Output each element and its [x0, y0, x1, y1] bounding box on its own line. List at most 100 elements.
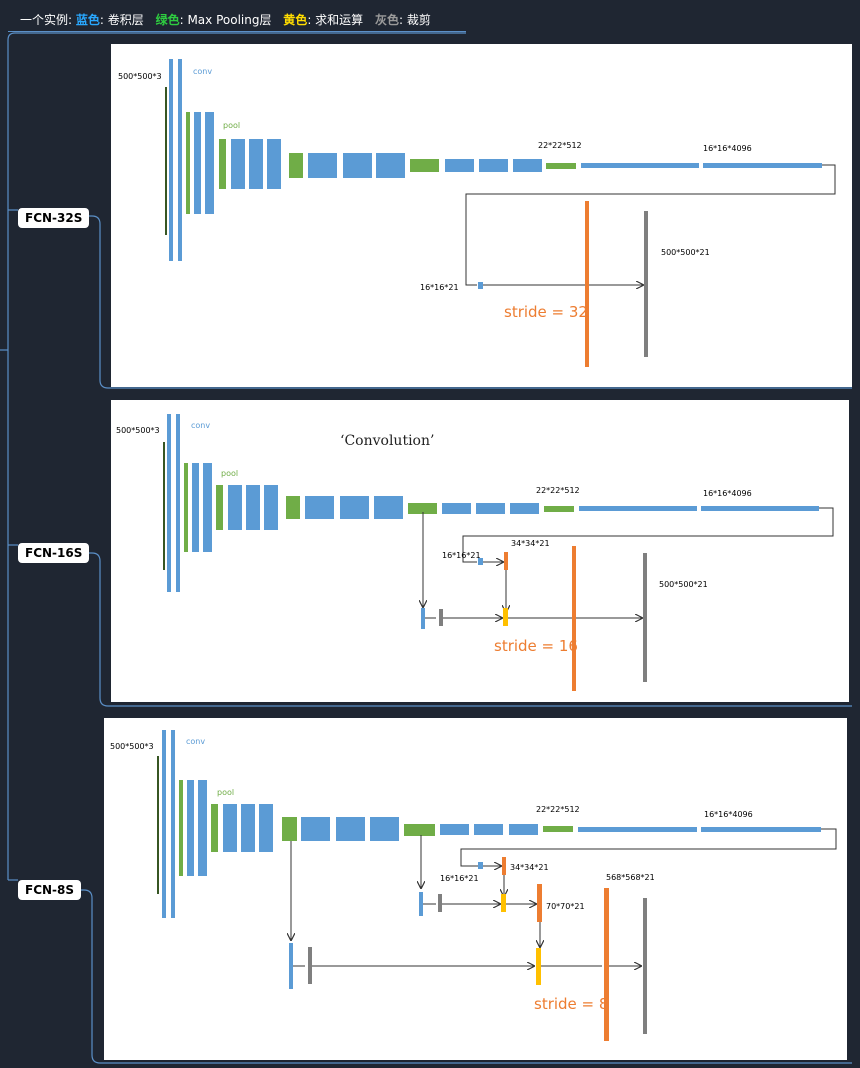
- legend-green-key: 绿色: [155, 13, 180, 27]
- conv5-c: [513, 159, 542, 172]
- conv1-b: [176, 414, 180, 592]
- pool3: [286, 496, 300, 519]
- pool1: [186, 112, 190, 214]
- deconv-upsample: [604, 888, 609, 1041]
- conv-label: conv: [193, 67, 212, 76]
- legend-yellow-desc: : 求和运算: [307, 13, 364, 27]
- conv1-a: [162, 730, 166, 918]
- pool5: [543, 826, 573, 832]
- conv5-a: [445, 159, 474, 172]
- conv4-a: [308, 153, 337, 178]
- header-underline: [8, 31, 466, 32]
- pool1: [179, 780, 183, 876]
- fc7: [701, 506, 819, 511]
- pool-label: pool: [217, 788, 234, 797]
- conv5-b: [474, 824, 503, 835]
- pool2: [219, 139, 226, 189]
- deconv-upsample: [572, 546, 576, 691]
- conv5-a: [440, 824, 469, 835]
- conv1-a: [169, 59, 173, 261]
- fc6: [578, 827, 697, 832]
- output-size-label: 500*500*21: [659, 580, 708, 589]
- size-16-4096-label: 16*16*4096: [704, 810, 753, 819]
- tag-fcn16[interactable]: FCN-16S: [18, 543, 90, 563]
- conv4-c: [374, 496, 403, 519]
- conv3-c: [259, 804, 273, 852]
- conv3-a: [223, 804, 237, 852]
- deconv-upsample: [585, 201, 589, 367]
- legend-blue-desc: : 卷积层: [99, 13, 144, 27]
- pool5: [546, 163, 576, 169]
- input-size-label: 500*500*3: [118, 72, 162, 81]
- pool4-score: [421, 608, 425, 629]
- crop-output: [643, 553, 647, 682]
- panel-fcn16: 500*500*3 conv ‘Convolution’ pool 22*22*…: [111, 400, 849, 702]
- input-size-label: 500*500*3: [110, 742, 154, 751]
- crop-output: [643, 898, 647, 1034]
- conv4-c: [376, 153, 405, 178]
- conv5-c: [509, 824, 538, 835]
- pool1: [184, 463, 188, 552]
- size-34-label: 34*34*21: [511, 539, 550, 548]
- pool3: [282, 817, 297, 841]
- conv2-a: [187, 780, 194, 876]
- pool3-crop: [308, 947, 312, 984]
- fc-to-score-arrow: [462, 507, 834, 563]
- legend-yellow-key: 黄色: [283, 13, 308, 27]
- size-22-label: 22*22*512: [538, 141, 582, 150]
- pool-label: pool: [221, 469, 238, 478]
- score-layer: [478, 282, 483, 289]
- pool4-crop: [439, 609, 443, 626]
- conv2-b: [205, 112, 214, 214]
- pool4-crop: [438, 894, 442, 912]
- pool-label: pool: [223, 121, 240, 130]
- score-layer: [478, 862, 483, 869]
- fc-to-score-arrow: [460, 828, 837, 867]
- conv4-b: [340, 496, 369, 519]
- size-16-4096-label: 16*16*4096: [703, 489, 752, 498]
- stride-label: stride = 32: [504, 303, 588, 321]
- fc7: [701, 827, 821, 832]
- legend-green-desc: : Max Pooling层: [179, 13, 272, 27]
- pool3: [289, 153, 303, 178]
- panel-fcn32: 500*500*3 conv pool 22*22*512 16*16*4096…: [111, 44, 852, 387]
- size-70-label: 70*70*21: [546, 902, 585, 911]
- upsample-2x: [504, 552, 508, 570]
- legend-gray-key: 灰色: [375, 13, 400, 27]
- conv3-c: [267, 139, 281, 189]
- legend-blue-key: 蓝色: [75, 13, 100, 27]
- conv1-b: [171, 730, 175, 918]
- conv3-c: [264, 485, 278, 530]
- size-16-21-label: 16*16*21: [420, 283, 459, 292]
- legend-intro: 一个实例:: [20, 13, 73, 27]
- input-image-bar: [163, 442, 165, 570]
- pool4-score: [419, 892, 423, 916]
- input-size-label: 500*500*3: [116, 426, 160, 435]
- size-22-label: 22*22*512: [536, 486, 580, 495]
- output-size-label: 500*500*21: [661, 248, 710, 257]
- legend-gray-desc: : 裁剪: [399, 13, 431, 27]
- upsample-2x-a: [502, 857, 506, 875]
- conv3-b: [241, 804, 255, 852]
- pool4: [410, 159, 439, 172]
- tag-fcn8[interactable]: FCN-8S: [18, 880, 82, 900]
- conv5-b: [479, 159, 508, 172]
- conv-label: conv: [191, 421, 210, 430]
- pool2: [216, 485, 223, 530]
- tag-fcn32[interactable]: FCN-32S: [18, 208, 90, 228]
- pool4: [408, 503, 437, 514]
- sum-fuse: [503, 608, 508, 626]
- conv1-b: [178, 59, 182, 261]
- conv5-a: [442, 503, 471, 514]
- conv4-b: [343, 153, 372, 178]
- conv4-a: [301, 817, 330, 841]
- size-568-label: 568*568*21: [606, 873, 655, 882]
- legend-header: 一个实例: 蓝色: 卷积层 绿色: Max Pooling层 黄色: 求和运算 …: [20, 11, 431, 31]
- size-22-label: 22*22*512: [536, 805, 580, 814]
- conv3-b: [249, 139, 263, 189]
- pool5: [544, 506, 574, 512]
- diagram-fcn8: 500*500*3 conv pool 22*22*512 16*16*4096…: [110, 730, 837, 1041]
- conv3-b: [246, 485, 260, 530]
- conv2-b: [198, 780, 207, 876]
